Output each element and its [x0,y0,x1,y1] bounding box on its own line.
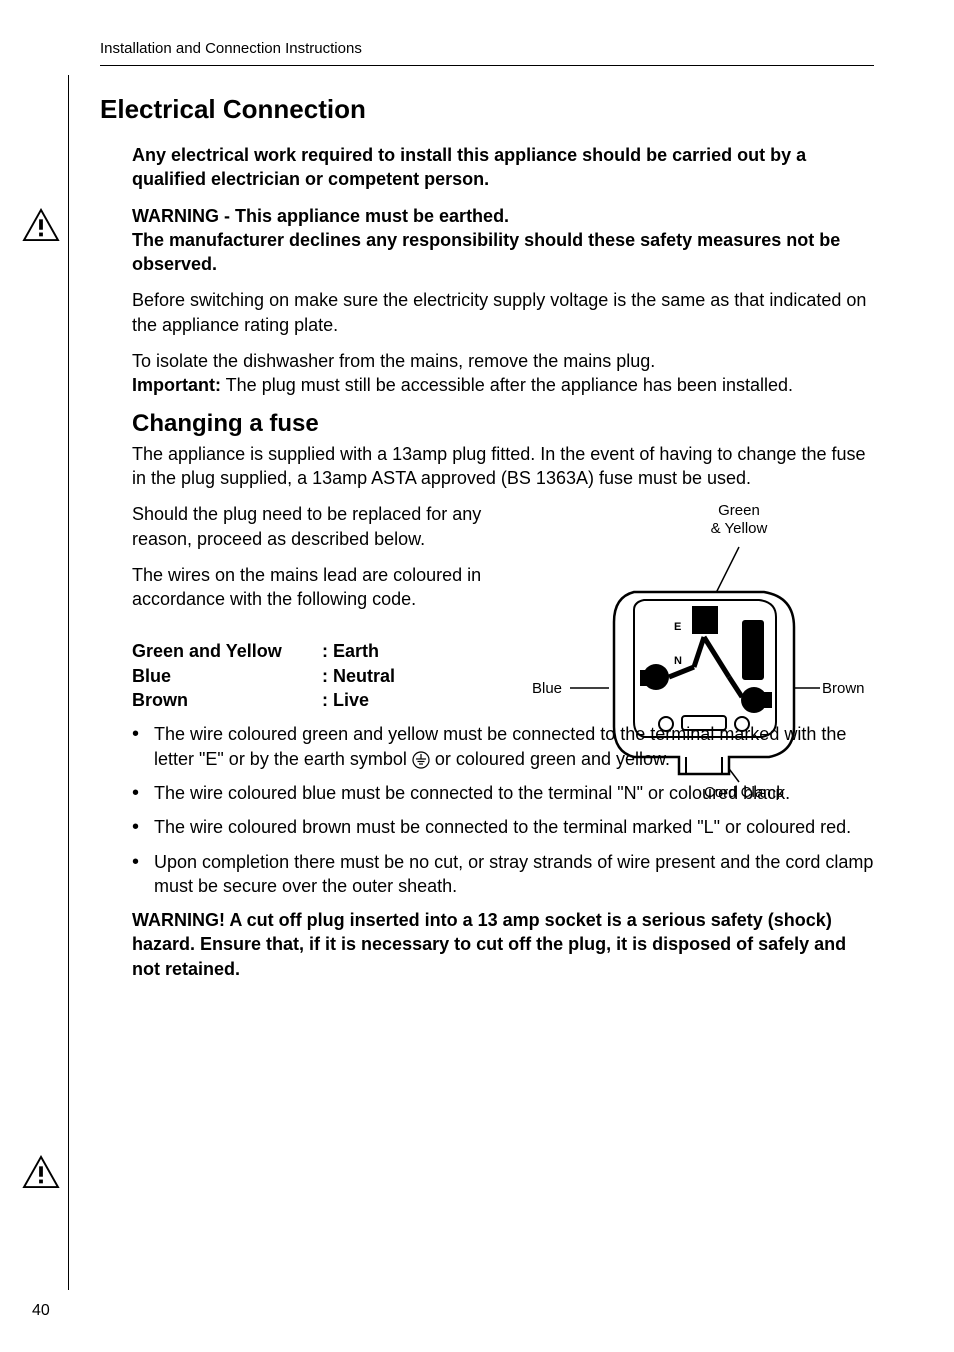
intro-paragraph: Any electrical work required to install … [132,143,874,192]
bullet-brown: The wire coloured brown must be connecte… [132,815,874,839]
wire-row-neutral: Blue : Neutral [132,664,514,688]
page-header: Installation and Connection Instructions [100,40,874,57]
para2-text-b: The plug must still be accessible after … [221,375,793,395]
vertical-rule [68,75,69,1290]
bullet-completion: Upon completion there must be no cut, or… [132,850,874,899]
wire-blue-label: Blue [132,664,322,688]
plug-diagram-container: Green& Yellow Blue Brown Cord Clamp E 13… [534,502,874,712]
svg-text:E: E [674,621,681,633]
warning1-line1: WARNING - This appliance must be earthed… [132,204,874,228]
bullet-blue: The wire coloured blue must be connected… [132,781,874,805]
header-rule [100,65,874,66]
paragraph-voltage: Before switching on make sure the electr… [132,288,874,337]
warning-icon [22,1155,60,1189]
wire-row-earth: Green and Yellow : Earth [132,639,514,663]
svg-text:N: N [674,655,682,667]
wire-earth-value: : Earth [322,639,379,663]
warning2-cutoff-plug: WARNING! A cut off plug inserted into a … [132,908,874,981]
wire-color-table: Green and Yellow : Earth Blue : Neutral … [132,639,514,712]
warning-icon [22,208,60,242]
paragraph-fuse: The appliance is supplied with a 13amp p… [132,442,874,491]
bullet-green-yellow: The wire coloured green and yellow must … [132,722,874,771]
paragraph-replace-plug: Should the plug need to be replaced for … [132,502,514,551]
wire-brown-label: Brown [132,688,322,712]
paragraph-wire-code: The wires on the mains lead are coloured… [132,563,514,612]
wire-row-live: Brown : Live [132,688,514,712]
wire-live-value: : Live [322,688,369,712]
warning1-line2: The manufacturer declines any responsibi… [132,228,874,277]
wire-green-yellow-label: Green and Yellow [132,639,322,663]
page-number: 40 [32,1302,50,1320]
subheading-changing-fuse: Changing a fuse [132,410,874,438]
para2-text-a: To isolate the dishwasher from the mains… [132,351,655,371]
paragraph-isolate: To isolate the dishwasher from the mains… [132,349,874,398]
title-electrical-connection: Electrical Connection [100,94,874,125]
wire-neutral-value: : Neutral [322,664,395,688]
bullet1-text-b: or coloured green and yellow. [430,749,670,769]
important-label: Important: [132,375,221,395]
svg-text:13A: 13A [764,644,771,657]
earth-symbol-icon [412,751,430,769]
